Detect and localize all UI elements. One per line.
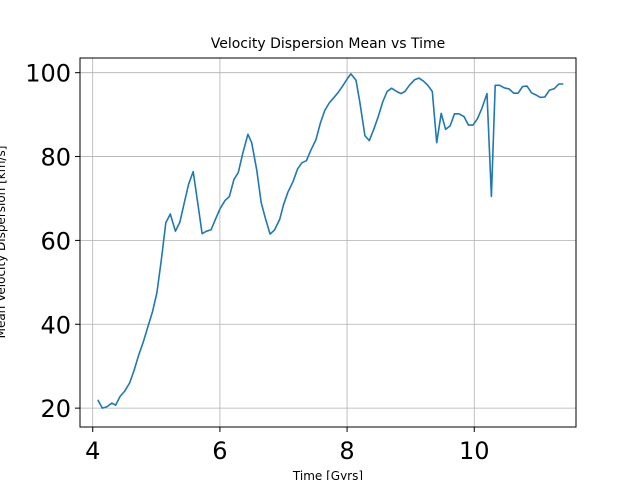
y-tick-label: 40 bbox=[40, 311, 71, 339]
series-line bbox=[97, 73, 564, 409]
y-tick-label: 80 bbox=[40, 144, 71, 172]
x-tick-label: 8 bbox=[339, 437, 354, 465]
y-tick-label: 60 bbox=[40, 227, 71, 255]
x-tick-label: 4 bbox=[85, 437, 100, 465]
x-tick-label: 10 bbox=[459, 437, 490, 465]
axis-ticks: 4 6 8 10 20 40 60 80 100 bbox=[25, 60, 489, 465]
y-tick-label: 20 bbox=[40, 395, 71, 423]
y-axis-label: Mean Velocity Dispersion [km/s] bbox=[0, 146, 8, 339]
x-axis-label: Time [Gyrs] bbox=[292, 469, 363, 480]
plot-area-frame bbox=[79, 57, 577, 428]
x-tick-label: 6 bbox=[212, 437, 227, 465]
y-tick-label: 100 bbox=[25, 60, 71, 88]
chart-title: Velocity Dispersion Mean vs Time bbox=[211, 36, 446, 52]
grid bbox=[80, 58, 576, 427]
